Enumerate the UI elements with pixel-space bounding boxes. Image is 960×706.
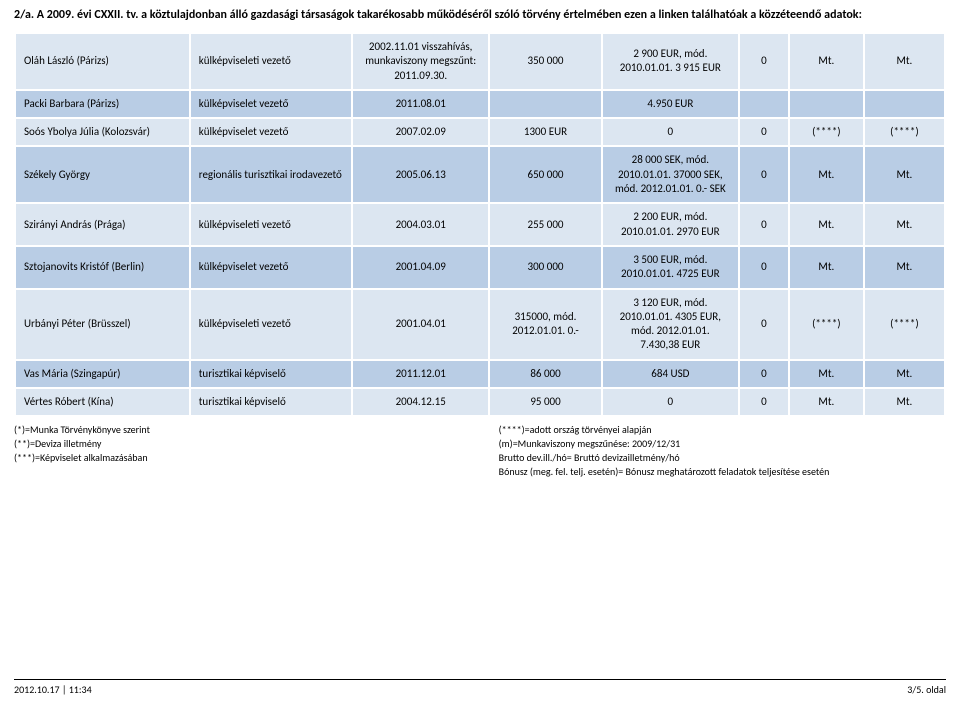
cell-date: 2011.12.01 [352, 360, 489, 388]
cell-name: Vas Mária (Szingapúr) [15, 360, 190, 388]
cell-eur: 3 120 EUR, mód. 2010.01.01. 4305 EUR, mó… [602, 289, 739, 360]
table-row: Packi Barbara (Párizs)külképviselet veze… [15, 90, 945, 118]
cell-amount: 255 000 [489, 203, 601, 246]
cell-m1: Mt. [789, 33, 864, 90]
cell-role: turisztikai képviselő [190, 360, 352, 388]
legend-line: (***)=Képviselet alkalmazásában [14, 451, 461, 465]
legend-line: (m)=Munkaviszony megszűnése: 2009/12/31 [499, 437, 946, 451]
table-row: Soós Ybolya Júlia (Kolozsvár)külképvisel… [15, 118, 945, 146]
cell-eur: 2 200 EUR, mód. 2010.01.01. 2970 EUR [602, 203, 739, 246]
cell-m2 [864, 90, 945, 118]
table-row: Szirányi András (Prága)külképviseleti ve… [15, 203, 945, 246]
cell-zero: 0 [739, 33, 789, 90]
cell-amount: 95 000 [489, 388, 601, 416]
cell-amount [489, 90, 601, 118]
legend-line: (*)=Munka Törvénykönyve szerint [14, 423, 461, 437]
cell-eur: 2 900 EUR, mód. 2010.01.01. 3 915 EUR [602, 33, 739, 90]
cell-date: 2011.08.01 [352, 90, 489, 118]
cell-amount: 300 000 [489, 246, 601, 289]
cell-role: külképviseleti vezető [190, 33, 352, 90]
cell-name: Szirányi András (Prága) [15, 203, 190, 246]
cell-m2: Mt. [864, 203, 945, 246]
cell-eur: 0 [602, 388, 739, 416]
cell-m1: Mt. [789, 360, 864, 388]
legend-line: Bónusz (meg. fel. telj. esetén)= Bónusz … [499, 465, 946, 479]
cell-eur: 28 000 SEK, mód. 2010.01.01. 37000 SEK, … [602, 146, 739, 203]
cell-date: 2002.11.01 visszahívás, munkaviszony meg… [352, 33, 489, 90]
cell-zero: 0 [739, 289, 789, 360]
cell-zero: 0 [739, 360, 789, 388]
footer: 2012.10.17 | 11:34 3/5. oldal [14, 679, 946, 696]
cell-m2: Mt. [864, 246, 945, 289]
cell-date: 2005.06.13 [352, 146, 489, 203]
cell-role: külképviselet vezető [190, 118, 352, 146]
table-row: Vértes Róbert (Kína)turisztikai képvisel… [15, 388, 945, 416]
table-row: Vas Mária (Szingapúr)turisztikai képvise… [15, 360, 945, 388]
cell-amount: 86 000 [489, 360, 601, 388]
table-row: Urbányi Péter (Brüsszel)külképviseleti v… [15, 289, 945, 360]
cell-m1 [789, 90, 864, 118]
cell-m1: Mt. [789, 146, 864, 203]
cell-m1: (****) [789, 118, 864, 146]
cell-date: 2004.12.15 [352, 388, 489, 416]
cell-eur: 684 USD [602, 360, 739, 388]
footer-timestamp: 2012.10.17 | 11:34 [14, 683, 92, 696]
legend-line: (****)=adott ország törvényei alapján [499, 423, 946, 437]
cell-name: Urbányi Péter (Brüsszel) [15, 289, 190, 360]
legend-line: (**)=Deviza illetmény [14, 437, 461, 451]
cell-date: 2004.03.01 [352, 203, 489, 246]
cell-name: Sztojanovits Kristóf (Berlin) [15, 246, 190, 289]
cell-name: Vértes Róbert (Kína) [15, 388, 190, 416]
cell-eur: 3 500 EUR, mód. 2010.01.01. 4725 EUR [602, 246, 739, 289]
cell-m2: (****) [864, 289, 945, 360]
cell-date: 2001.04.09 [352, 246, 489, 289]
cell-date: 2001.04.01 [352, 289, 489, 360]
table-row: Székely Györgyregionális turisztikai iro… [15, 146, 945, 203]
footer-page: 3/5. oldal [907, 683, 946, 696]
cell-zero: 0 [739, 118, 789, 146]
cell-zero: 0 [739, 146, 789, 203]
cell-amount: 315000, mód. 2012.01.01. 0.- [489, 289, 601, 360]
cell-role: turisztikai képviselő [190, 388, 352, 416]
cell-date: 2007.02.09 [352, 118, 489, 146]
cell-role: külképviselet vezető [190, 90, 352, 118]
legend-line: Brutto dev.ill./hó= Bruttó devizailletmé… [499, 451, 946, 465]
legend-right: (****)=adott ország törvényei alapján(m)… [499, 423, 946, 479]
legend: (*)=Munka Törvénykönyve szerint(**)=Devi… [14, 423, 946, 479]
cell-m1: Mt. [789, 246, 864, 289]
cell-zero: 0 [739, 246, 789, 289]
cell-name: Oláh László (Párizs) [15, 33, 190, 90]
cell-amount: 650 000 [489, 146, 601, 203]
cell-zero [739, 90, 789, 118]
cell-m1: (****) [789, 289, 864, 360]
cell-amount: 1300 EUR [489, 118, 601, 146]
data-table: Oláh László (Párizs)külképviseleti vezet… [14, 32, 946, 417]
cell-eur: 4.950 EUR [602, 90, 739, 118]
table-row: Oláh László (Párizs)külképviseleti vezet… [15, 33, 945, 90]
cell-m2: Mt. [864, 388, 945, 416]
legend-left: (*)=Munka Törvénykönyve szerint(**)=Devi… [14, 423, 461, 479]
cell-amount: 350 000 [489, 33, 601, 90]
cell-name: Székely György [15, 146, 190, 203]
cell-role: külképviseleti vezető [190, 203, 352, 246]
cell-m2: (****) [864, 118, 945, 146]
page-title: 2/a. A 2009. évi CXXII. tv. a köztulajdo… [14, 8, 946, 22]
cell-name: Soós Ybolya Júlia (Kolozsvár) [15, 118, 190, 146]
cell-zero: 0 [739, 203, 789, 246]
cell-m2: Mt. [864, 146, 945, 203]
cell-role: külképviselet vezető [190, 246, 352, 289]
cell-role: külképviseleti vezető [190, 289, 352, 360]
cell-m1: Mt. [789, 203, 864, 246]
cell-m2: Mt. [864, 360, 945, 388]
cell-role: regionális turisztikai irodavezető [190, 146, 352, 203]
cell-m1: Mt. [789, 388, 864, 416]
cell-m2: Mt. [864, 33, 945, 90]
cell-name: Packi Barbara (Párizs) [15, 90, 190, 118]
cell-zero: 0 [739, 388, 789, 416]
cell-eur: 0 [602, 118, 739, 146]
table-row: Sztojanovits Kristóf (Berlin)külképvisel… [15, 246, 945, 289]
